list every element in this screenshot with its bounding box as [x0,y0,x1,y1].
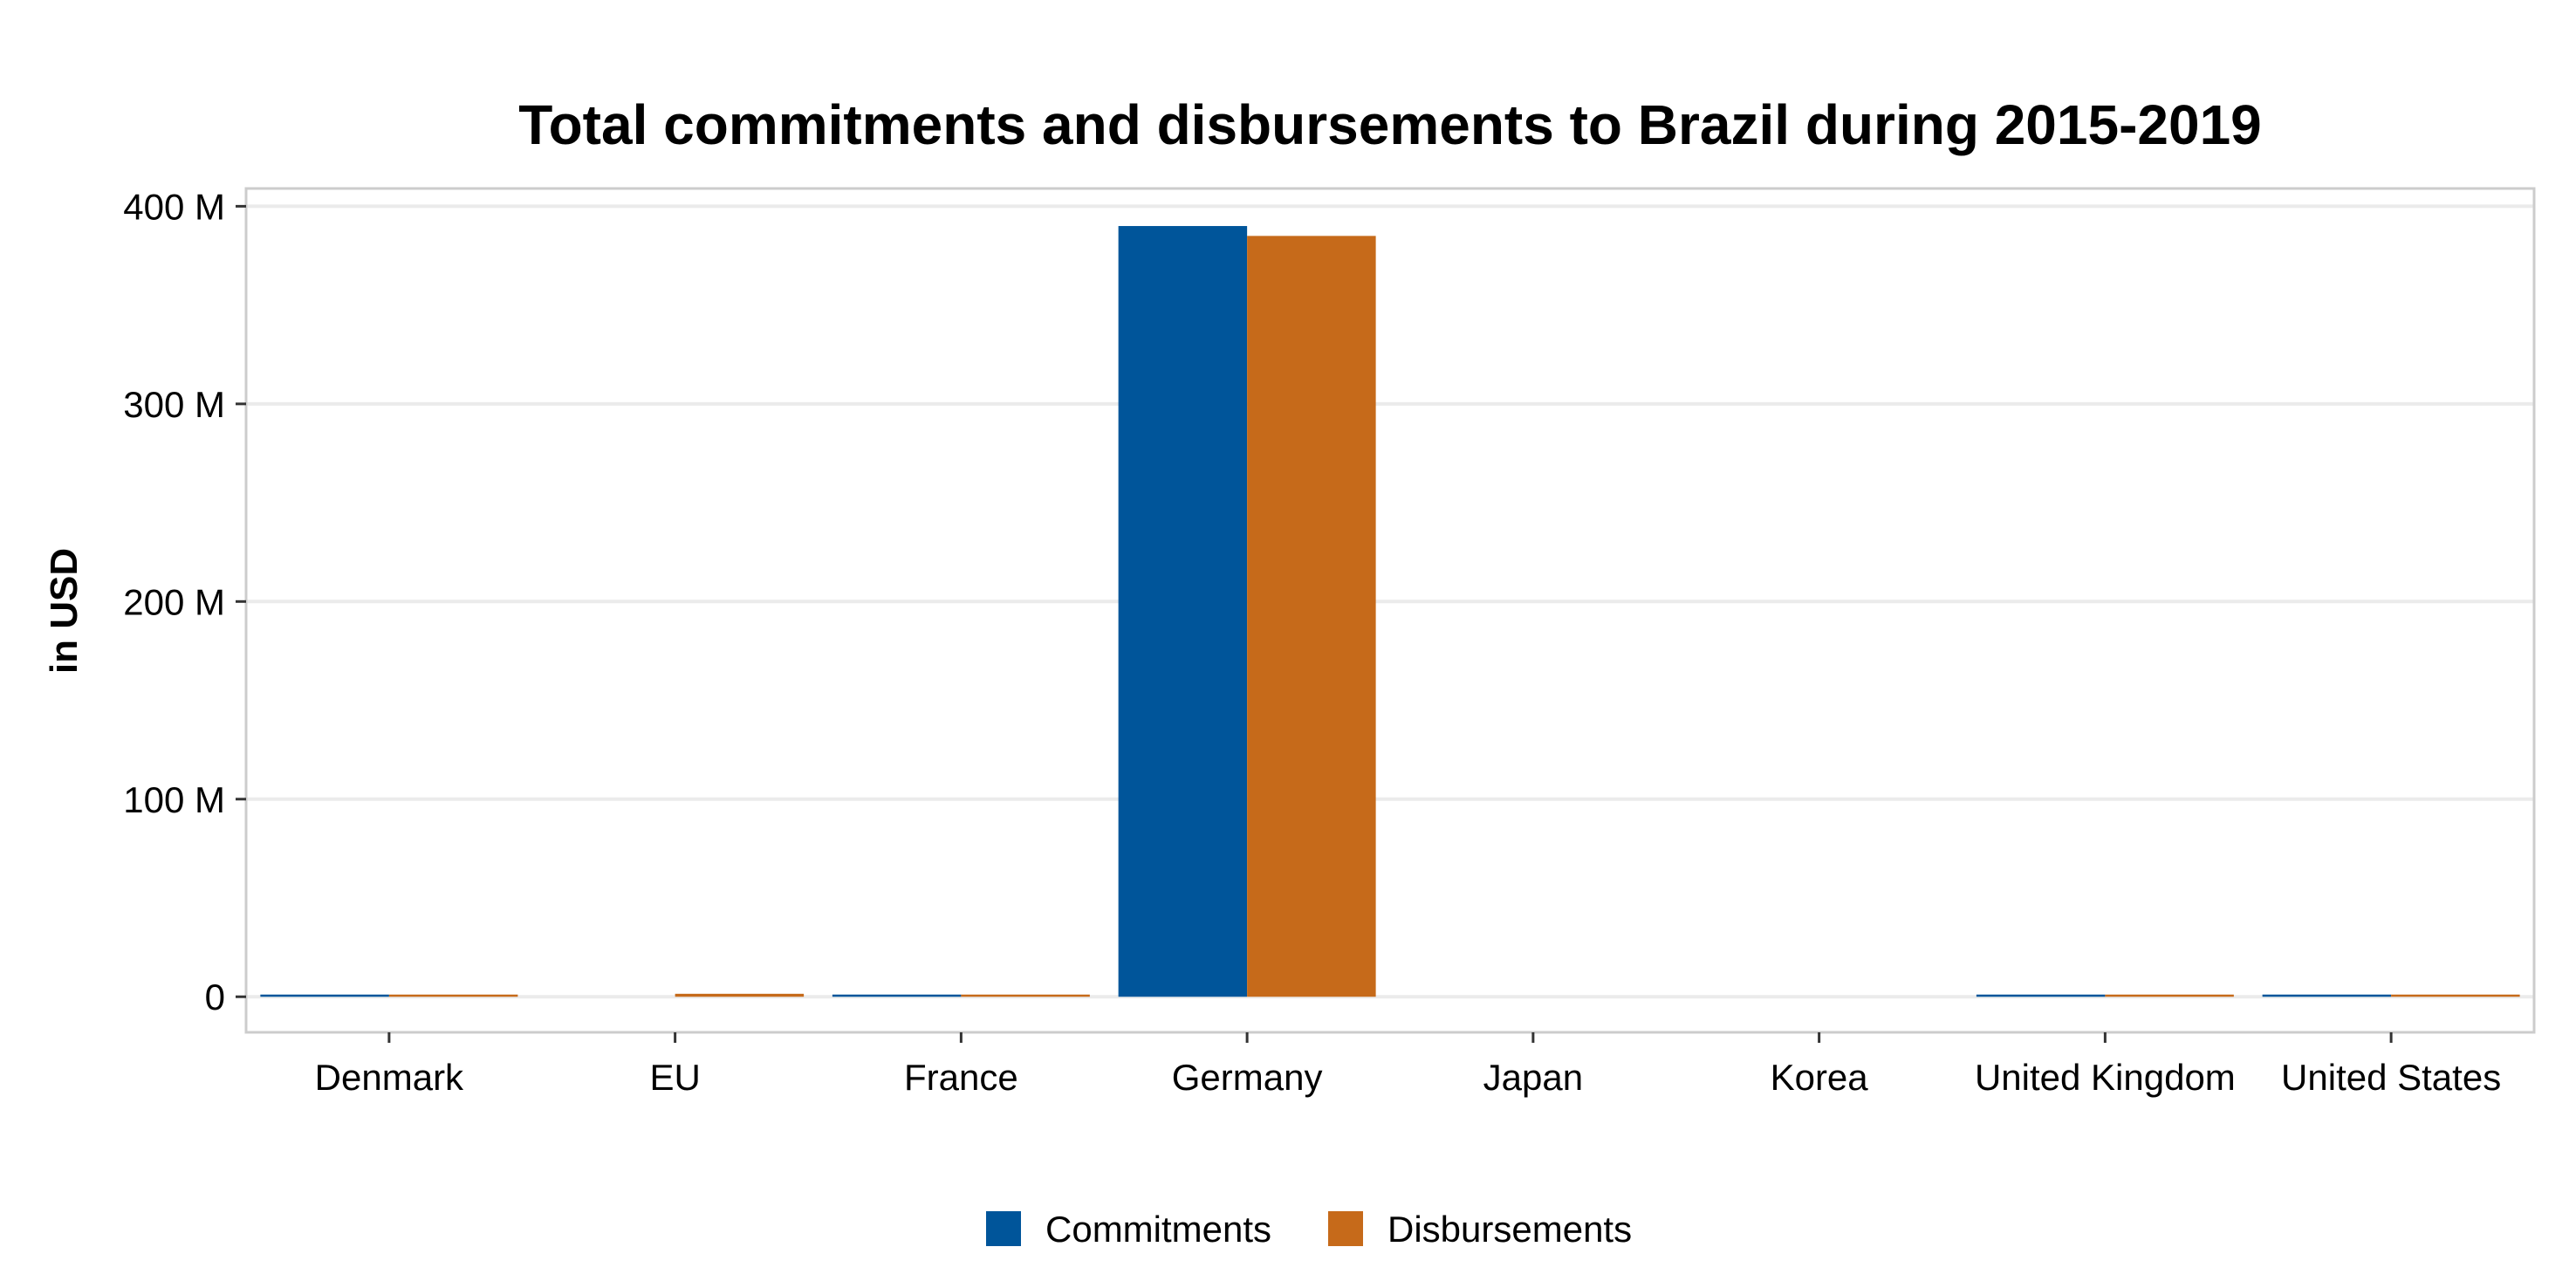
bar-disbursements [675,993,805,997]
bar-commitments [832,994,962,997]
bar-disbursements [961,994,1090,997]
bar-commitments [2262,994,2392,997]
x-tick-label: Korea [1771,1057,1869,1098]
legend-label-commitments: Commitments [1045,1209,1271,1250]
bar-disbursements [2105,994,2234,997]
plot-panel-border [244,187,2536,1034]
y-axis-title: in USD [43,548,86,674]
x-axis: Denmark EU France Germany Japan Korea United K… [315,1032,2501,1098]
y-tick-label: 0 [205,976,225,1017]
bar-commitments [1976,994,2106,997]
x-tick-label: Germany [1172,1057,1323,1098]
legend: Commitments Disbursements [986,1209,1632,1250]
bar-disbursements [388,994,518,997]
bars [260,226,2520,997]
y-tick-label: 200 M [123,581,225,622]
legend-swatch-disbursements [1328,1211,1363,1246]
chart-title: Total commitments and disbursements to B… [518,93,2262,156]
bar-disbursements [1247,236,1376,997]
x-tick-label: United Kingdom [1975,1057,2236,1098]
y-tick-label: 300 M [123,384,225,425]
bar-commitments [260,994,389,997]
y-tick-label: 400 M [123,186,225,227]
x-tick-label: Japan [1483,1057,1583,1098]
y-tick-label: 100 M [123,779,225,820]
legend-label-disbursements: Disbursements [1387,1209,1632,1250]
bar-commitments [1118,226,1248,997]
legend-swatch-commitments [986,1211,1021,1246]
x-tick-label: United States [2281,1057,2501,1098]
x-tick-label: EU [649,1057,700,1098]
x-tick-label: Denmark [315,1057,464,1098]
bar-disbursements [2391,994,2520,997]
y-axis: 0 100 M 200 M 300 M 400 M [123,186,246,1017]
x-tick-label: France [904,1057,1018,1098]
